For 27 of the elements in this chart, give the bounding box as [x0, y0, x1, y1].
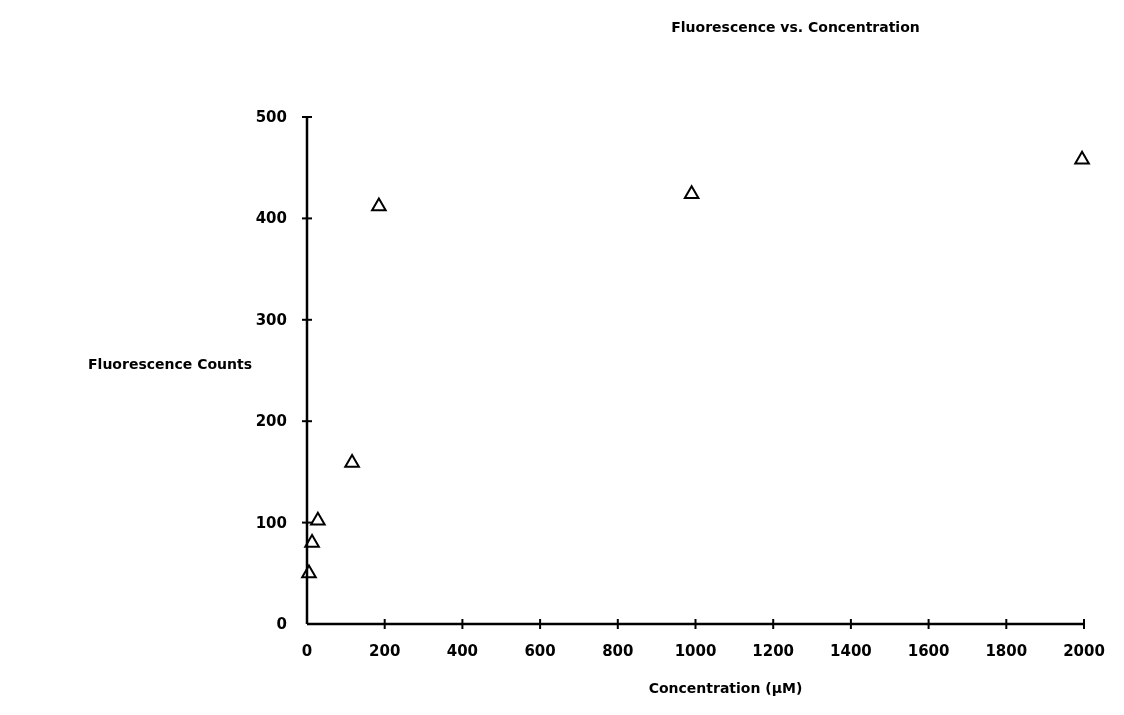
x-tick-label: 0	[301, 642, 313, 660]
point	[1074, 150, 1090, 165]
y-tick-label: 0	[276, 615, 287, 633]
x-tick-label: 1000	[674, 642, 717, 660]
y-axis-title: Fluorescence Counts	[88, 355, 252, 372]
y-tick-label: 500	[255, 108, 287, 126]
y-tick-label: 300	[255, 310, 287, 329]
x-tick-label: 800	[602, 642, 634, 660]
x-tick-label: 2000	[1063, 642, 1105, 660]
point	[344, 453, 360, 468]
chart-title: Fluorescence vs. Concentration	[671, 19, 920, 35]
point	[301, 564, 317, 579]
x-tick-label: 1600	[907, 642, 950, 660]
point	[371, 197, 387, 212]
point	[683, 185, 700, 199]
y-tick-label: 100	[255, 513, 287, 532]
point	[310, 511, 326, 526]
x-tick-label: 1400	[830, 642, 872, 660]
y-tick-label: 200	[255, 412, 287, 431]
x-tick-label: 200	[369, 642, 401, 660]
x-tick-label: 1200	[752, 642, 795, 660]
x-tick-label: 400	[446, 642, 479, 660]
y-tick-label: 400	[255, 209, 287, 228]
point	[304, 534, 320, 548]
x-tick-label: 1800	[985, 642, 1028, 660]
x-tick-label: 600	[524, 642, 556, 660]
x-axis-title: Concentration (µM)	[648, 680, 803, 696]
